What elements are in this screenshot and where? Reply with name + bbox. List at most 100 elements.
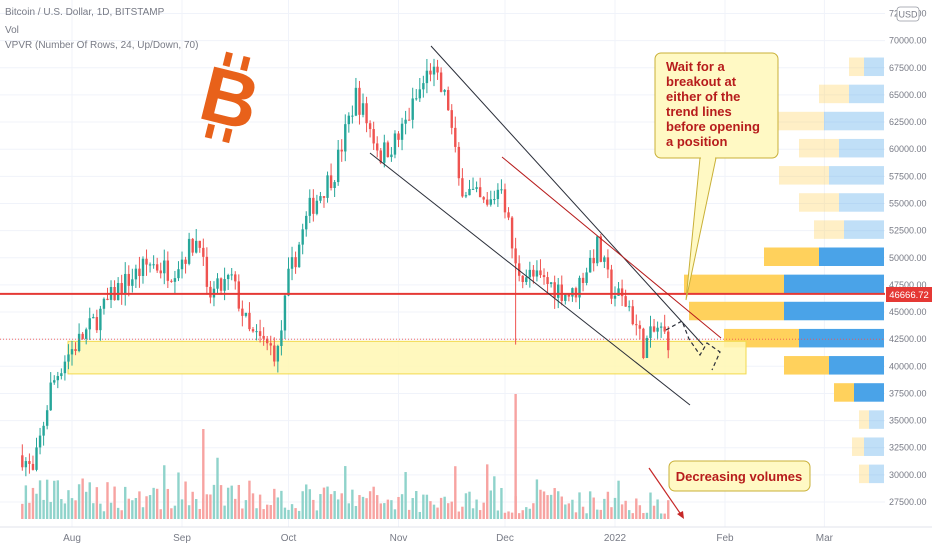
volume-bar [549,494,553,519]
candle-body [532,269,535,277]
breakout-annotation[interactable]: Wait for a breakout at either of the tre… [654,52,779,301]
candle-body [645,337,649,358]
candle-body [592,257,595,264]
candle-body [223,279,226,291]
volume-bar [120,510,123,519]
volume-profile-down-bar [764,247,819,266]
candle-body [138,268,141,276]
volume-bar [500,488,503,519]
volume-bar [592,497,595,519]
candle-body [95,317,99,331]
volume-bar [70,498,74,519]
volume-bar [514,394,517,519]
candle-body [42,425,45,436]
volume-bar [596,509,599,519]
volume-bar [269,505,272,519]
candle-body [482,197,485,200]
candle-body [336,149,340,183]
candle-body [553,282,556,298]
volume-bar [145,496,148,519]
current-level-tag: 46666.72 [886,287,932,302]
candle-body [581,277,585,283]
candle-body [145,258,148,265]
volume-bar [173,505,177,519]
volume-bar [216,457,219,519]
volume-bar [415,490,418,519]
time-axis-tick-label: Mar [816,533,834,544]
price-axis-tick-label: 40000.00 [889,361,927,371]
volume-annotation[interactable]: Decreasing volumes [648,460,811,519]
candle-body [184,259,187,264]
volume-bar [244,500,248,519]
volume-bar [301,491,304,519]
volume-profile-down-bar [799,138,839,158]
volume-bar [127,498,130,519]
volume-bar [510,512,514,519]
candle-body [269,343,272,346]
upper-trend-line[interactable] [430,45,704,346]
volume-profile-up-bar [819,247,884,266]
volume-bar [376,495,379,519]
lower-trend-line[interactable] [369,152,691,406]
candle-body [226,274,230,280]
candle-body [613,295,617,299]
candle-body [187,238,191,264]
candle-body [397,133,400,140]
candle-body [255,331,258,333]
candle-body [351,115,354,117]
time-axis-tick-label: Feb [716,533,734,544]
time-axis[interactable]: Aug Sep Oct Nov Dec 2022 Feb Mar [0,526,932,544]
candle-body [358,87,361,115]
candle-body [390,154,393,158]
volume-bar [24,485,28,519]
candle-body [276,346,280,362]
volume-bar [265,504,269,519]
volume-bar [546,495,549,519]
volume-bar [184,481,187,519]
volume-bar [276,497,280,519]
candle-body [273,345,276,362]
volume-bar [344,466,347,519]
volume-bar [60,499,63,519]
price-axis-tick-label: 42500.00 [889,334,927,344]
inner-trend-line[interactable] [501,156,722,339]
volume-bar [411,498,414,519]
volume-bar [581,506,585,519]
volume-profile-up-bar [839,193,884,212]
candle-body [120,283,123,295]
volume-bar [336,499,340,519]
candle-body [571,288,574,297]
projection-path [665,320,721,371]
candle-body [347,115,351,125]
candle-body [489,199,492,205]
candle-body [627,306,631,308]
volume-bar [493,476,496,519]
currency-badge[interactable]: USD [896,6,920,22]
candle-body [542,275,546,278]
price-axis-tick-label: 62500.00 [889,117,927,127]
volume-bar [315,510,319,519]
time-axis-tick-label: Aug [63,533,81,544]
volume-bar [251,493,255,519]
trend-lines[interactable] [0,45,885,406]
volume-bar [273,488,276,519]
volume-profile-down-bar [684,274,784,294]
volume-bar [496,510,500,519]
candle-body [638,325,642,329]
candle-body [585,272,588,283]
candle-body [102,298,106,309]
candle-body [237,281,241,309]
candle-body [301,229,304,245]
volume-bar [152,487,155,519]
volume-bar [635,498,638,519]
candle-body [425,70,429,84]
candle-body [205,256,209,287]
candle-body [468,188,471,196]
volume-bar [617,480,620,519]
candle-body [262,335,265,339]
currency-badge-label: USD [898,10,918,20]
volume-bar [166,488,170,519]
volume-bar [358,495,361,519]
volume-bar [379,503,382,519]
